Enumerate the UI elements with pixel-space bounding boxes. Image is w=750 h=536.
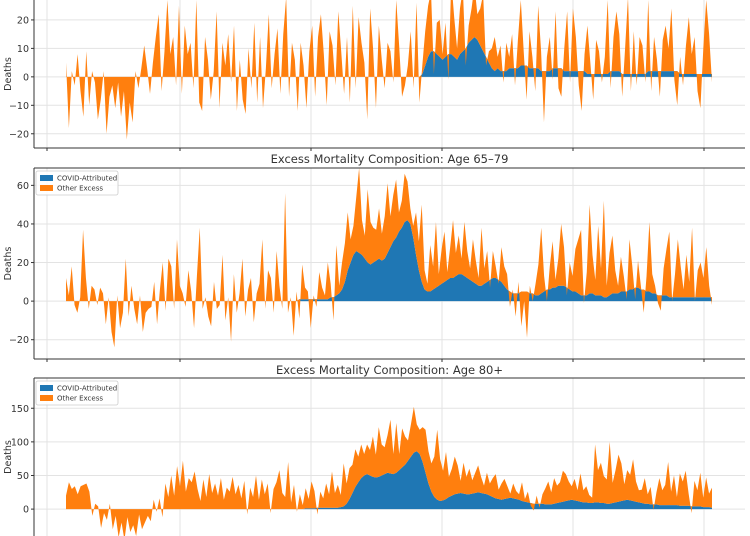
y-tick-label: 50 (17, 471, 29, 482)
legend-label: Other Excess (57, 185, 103, 193)
chart-panel-1: −20 −10 0 10 20 Deaths (3, 0, 745, 151)
chart-title: Excess Mortality Composition: Age 65–79 (271, 152, 509, 166)
legend-swatch (40, 175, 53, 181)
y-tick-label: 10 (17, 44, 29, 55)
y-tick-label: 0 (23, 505, 29, 516)
y-axis-label: Deaths (3, 247, 14, 281)
y-tick-label: 60 (17, 181, 29, 192)
y-tick-label: −20 (9, 129, 29, 140)
legend-box (35, 380, 119, 406)
legend: COVID-Attributed Other Excess (35, 170, 119, 196)
legend-label: COVID-Attributed (57, 385, 117, 393)
legend-box (35, 170, 119, 196)
legend-swatch (40, 385, 53, 391)
legend-label: Other Excess (57, 395, 103, 403)
other-excess-area (66, 406, 712, 536)
legend-swatch (40, 395, 53, 401)
legend-label: COVID-Attributed (57, 175, 117, 183)
covid-attributed-area (66, 37, 712, 77)
y-tick-label: 0 (23, 72, 29, 83)
y-axis-label: Deaths (3, 440, 14, 474)
chart-panel-2: Excess Mortality Composition: Age 65–79 −… (3, 152, 745, 362)
covid-attributed-area (66, 451, 712, 510)
y-tick-label: 20 (17, 258, 29, 269)
legend-swatch (40, 185, 53, 191)
y-tick-label: 150 (11, 404, 29, 415)
other-excess-area (66, 0, 712, 140)
y-tick-label: 40 (17, 219, 29, 230)
y-tick-label: 100 (11, 437, 29, 448)
y-tick-label: 0 (23, 297, 29, 308)
chart-title: Excess Mortality Composition: Age 80+ (276, 363, 503, 377)
chart-panel-3: Excess Mortality Composition: Age 80+ 0 50… (3, 363, 745, 536)
legend: COVID-Attributed Other Excess (35, 380, 119, 406)
y-tick-label: 20 (17, 15, 29, 26)
y-tick-label: −10 (9, 101, 29, 112)
y-axis-label: Deaths (3, 57, 14, 91)
covid-attributed-area (66, 220, 712, 302)
y-tick-label: −20 (9, 335, 29, 346)
other-excess-area (66, 168, 712, 348)
